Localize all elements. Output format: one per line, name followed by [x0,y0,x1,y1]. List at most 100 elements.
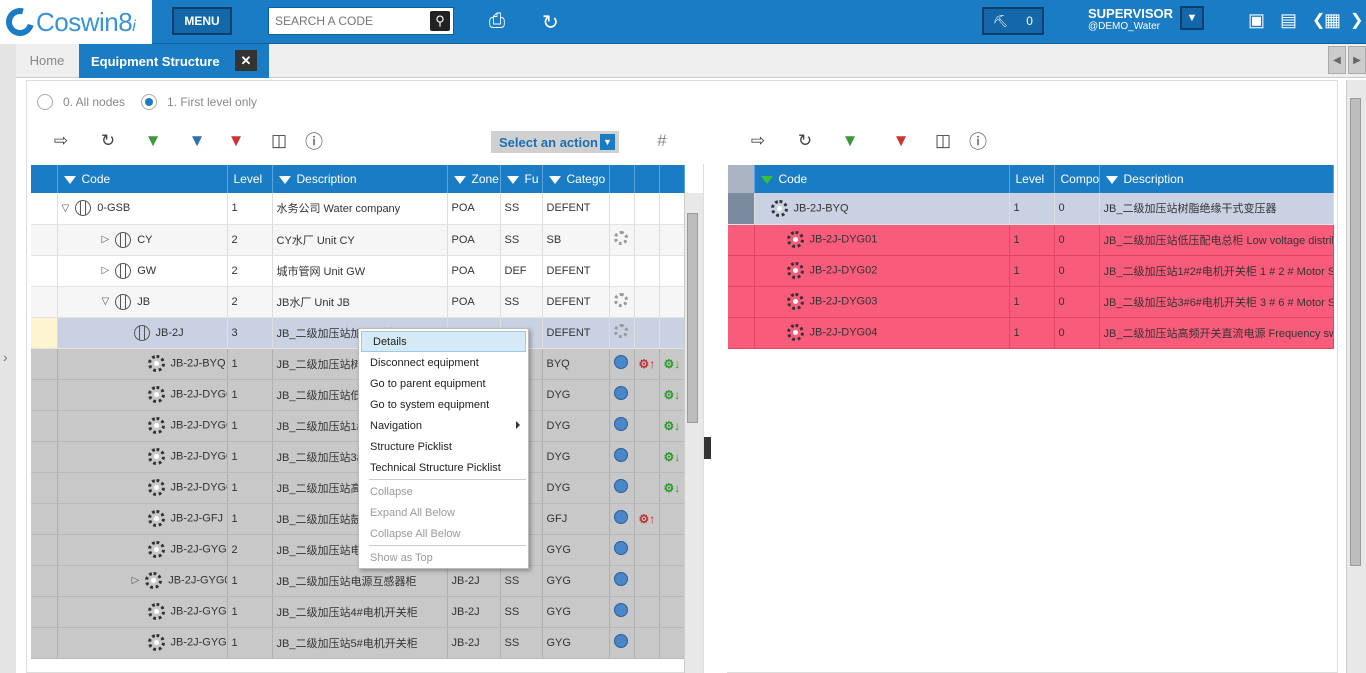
window-refresh-icon[interactable]: ▤ [1280,10,1298,30]
scroll-thumb[interactable] [1350,98,1361,566]
splitter-handle-icon[interactable] [704,437,711,459]
globe-icon[interactable] [613,479,628,493]
radio-all-nodes[interactable]: 0. All nodes [37,94,125,110]
page-scrollbar[interactable] [1346,80,1366,673]
hash-icon[interactable]: # [657,131,667,150]
table-row[interactable]: ▷ GW 2 城市管网 Unit GW POA DEF DEFENT [31,255,685,287]
col-description[interactable]: Description [1099,165,1334,193]
radio-circle[interactable] [37,94,53,110]
search-icon[interactable]: ⚲ [430,11,450,31]
col-level[interactable]: Level [1009,165,1055,193]
chevron-right-icon[interactable]: ❯ [1350,12,1364,29]
menu-button[interactable]: MENU [172,7,232,35]
col-zone[interactable]: Zone [447,165,501,193]
table-row[interactable]: JB-2J-GYG03 1 JB_二级加压站4#电机开关柜 JB-2J SS G… [31,596,685,628]
table-row[interactable]: JB-2J-BYQ 1 0 JB_二级加压站树脂绝缘干式变压器 [728,193,1334,225]
chevron-left-icon[interactable]: ❮ [1312,12,1326,29]
refresh-icon[interactable]: ↻ [797,131,813,150]
help-icon[interactable]: ⓘ [305,132,323,152]
table-row[interactable]: JB-2J-DYG02 1 0 JB_二级加压站1#2#电机开关柜 1 # 2 … [728,255,1334,287]
table-row[interactable]: ▽ JB 2 JB水厂 Unit JB POA SS DEFENT [31,286,685,318]
globe-icon[interactable] [613,448,628,462]
radio-circle-selected[interactable] [141,94,157,110]
menu-item-navigation[interactable]: Navigation [359,415,528,436]
menu-item-disconnect[interactable]: Disconnect equipment [370,356,479,369]
export-icon[interactable]: ⇨ [53,131,69,150]
col-level[interactable]: Level [227,165,273,193]
help-icon[interactable]: ⓘ [969,132,987,152]
globe-icon[interactable] [613,634,628,648]
chevron-right-icon[interactable]: › [3,349,8,365]
refresh-icon[interactable]: ↻ [100,131,116,150]
table-row[interactable]: JB-2J-GYG04 1 JB_二级加压站5#电机开关柜 JB-2J SS G… [31,627,685,659]
menu-item-technical-structure-picklist[interactable]: Technical Structure Picklist [370,461,501,474]
move-up-icon[interactable]: ⚙↑ [638,356,656,371]
globe-icon[interactable] [613,603,628,617]
globe-icon[interactable] [613,386,628,400]
table-row[interactable]: ▷ CY 2 CY水厂 Unit CY POA SS SB [31,224,685,256]
filter-remove-icon[interactable]: ▼ [892,131,910,150]
refresh-icon[interactable]: ↻ [542,12,559,34]
move-up-icon[interactable]: ⚙↑ [638,511,656,526]
window-icon[interactable]: ▣ [1248,10,1266,30]
table-row[interactable]: ▷JB-2J-GYG02 1 JB_二级加压站电源互感器柜 JB-2J SS G… [31,565,685,597]
table-row[interactable]: ▽ 0-GSB 1 水务公司 Water company POA SS DEFEN… [31,193,685,225]
expand-icon[interactable]: ▷ [131,575,140,587]
filter-icon[interactable] [63,176,76,184]
filter-icon[interactable] [453,176,466,184]
col-description[interactable]: Description [272,165,448,193]
move-down-icon[interactable]: ⚙↓ [663,449,681,464]
filter-icon[interactable] [506,176,519,184]
select-action-dropdown[interactable]: Select an action ▼ [491,131,619,153]
col-components[interactable]: Compo [1054,165,1100,193]
move-down-icon[interactable]: ⚙↓ [663,480,681,495]
globe-icon[interactable] [613,572,628,586]
table-row[interactable]: JB-2J-DYG01 1 0 JB_二级加压站低压配电总柜 Low volta… [728,224,1334,256]
app-logo[interactable]: Coswin8i [0,0,152,44]
tab-equipment-structure[interactable]: Equipment Structure ✕ [79,44,269,78]
screen-icon[interactable]: ▦ [1324,10,1342,30]
globe-icon[interactable] [613,510,628,524]
col-code[interactable]: Code [754,165,1010,193]
tab-home[interactable]: Home [16,44,78,77]
filter-add-icon[interactable]: ▼ [841,131,859,150]
menu-item-go-to-parent[interactable]: Go to parent equipment [370,377,486,390]
menu-item-structure-picklist[interactable]: Structure Picklist [370,440,452,453]
chevron-down-icon[interactable]: ▼ [600,134,615,150]
menu-item-go-to-system[interactable]: Go to system equipment [370,398,490,411]
globe-icon[interactable] [613,355,628,369]
col-function[interactable]: Fu [500,165,543,193]
filter-icon[interactable] [1105,176,1118,184]
filter-add-icon[interactable]: ▼ [144,131,162,150]
panel-splitter[interactable] [703,164,727,673]
collapse-icon[interactable]: ▽ [101,296,110,308]
table-row[interactable]: JB-2J-DYG04 1 0 JB_二级加压站高频开关直流电源 Frequen… [728,317,1334,349]
scroll-thumb[interactable] [687,213,698,423]
col-category[interactable]: Catego [542,165,610,193]
close-icon[interactable]: ✕ [235,50,257,71]
table-row[interactable]: JB-2J-DYG03 1 0 JB_二级加压站3#6#电机开关柜 3 # 6 … [728,286,1334,318]
gear-icon[interactable] [613,293,628,307]
database-search-icon[interactable]: ◫ [270,131,288,150]
col-code[interactable]: Code [57,165,228,193]
move-down-icon[interactable]: ⚙↓ [663,356,681,371]
export-icon[interactable]: ⇨ [750,131,766,150]
gear-icon[interactable] [613,231,628,245]
radio-first-level[interactable]: 1. First level only [141,94,257,110]
filter-active-icon[interactable] [760,176,773,184]
tab-next-icon[interactable]: ▶ [1348,46,1366,74]
move-down-icon[interactable]: ⚙↓ [663,418,681,433]
database-search-icon[interactable]: ◫ [934,131,952,150]
expand-icon[interactable]: ▷ [101,265,110,277]
globe-icon[interactable] [613,541,628,555]
search-input[interactable] [269,8,419,34]
gear-icon[interactable] [613,324,628,338]
expand-icon[interactable]: ▷ [101,234,110,246]
filter-icon[interactable] [278,176,291,184]
filter-remove-icon[interactable]: ▼ [227,131,245,150]
tab-prev-icon[interactable]: ◀ [1328,46,1346,74]
globe-icon[interactable] [613,417,628,431]
filter-icon[interactable] [548,176,561,184]
user-dropdown-icon[interactable]: ▼ [1180,6,1204,30]
print-icon[interactable]: ⎙ [489,10,505,32]
